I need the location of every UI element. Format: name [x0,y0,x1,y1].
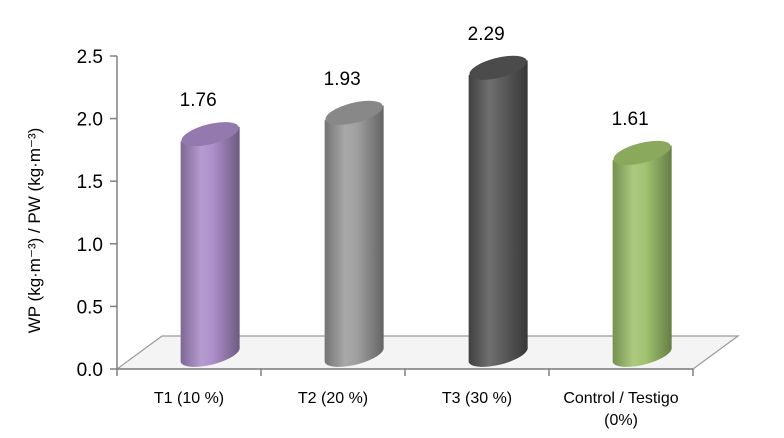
bar-body [612,145,672,367]
x-tick-label: (0%) [604,412,638,429]
y-axis-title: WP (kg·m⁻³) / PW (kg·m⁻³) [25,128,44,334]
bar-body [324,105,384,367]
y-tick-label: 0.5 [77,297,103,318]
x-tick-label: T3 (30 %) [442,390,512,407]
y-tick-label: 1.0 [77,235,103,256]
y-tick-label: 2.5 [77,47,103,68]
bar-top-cap [181,122,239,147]
y-tick-label: 0.0 [77,360,103,381]
data-label: 1.93 [324,69,361,90]
bar-1 [180,122,240,367]
bar-body [468,60,528,367]
x-tick-label: T1 (10 %) [154,390,224,407]
y-tick-label: 1.5 [77,172,103,193]
bar-top-cap [469,55,527,80]
y-tick-label: 2.0 [77,110,103,131]
x-tick-label: T2 (20 %) [298,390,368,407]
bar-2 [324,100,384,367]
x-tick-label: Control / Testigo [563,390,678,407]
bar-body [180,126,240,367]
data-label: 1.61 [612,109,649,130]
bar-3 [468,55,528,367]
bar-top-cap [613,140,671,165]
bar-top-cap [325,100,383,125]
bar-4 [612,140,672,367]
data-label: 2.29 [468,24,505,45]
data-label: 1.76 [180,90,217,111]
